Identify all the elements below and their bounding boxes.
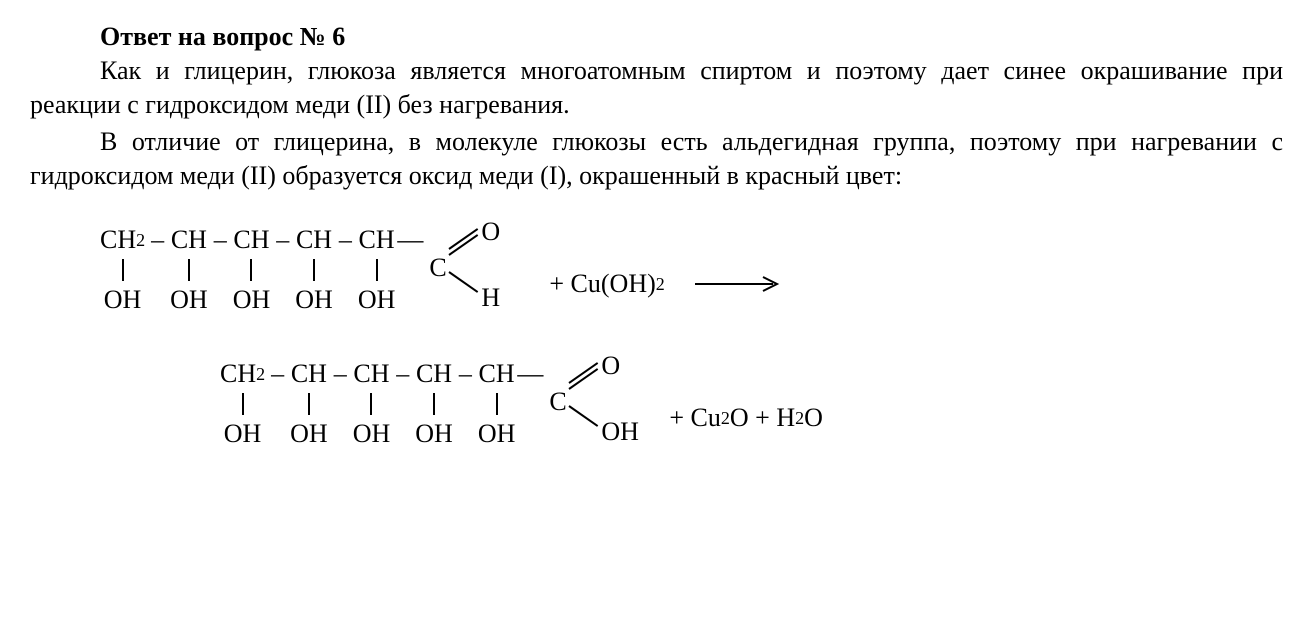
reagent-cuoh2: + Cu(OH)2 <box>549 267 664 301</box>
carbonyl-c: C <box>549 385 566 419</box>
bond-vertical <box>188 259 190 281</box>
carbon-label: CH2 <box>220 357 265 391</box>
double-bond-line <box>449 228 479 250</box>
bond-vertical <box>308 393 310 415</box>
gluconic-acid-chain: CH2 OH – CH OH – CH OH – CH OH – <box>220 357 629 451</box>
chain-unit: CH OH <box>415 357 453 451</box>
terminal-oh: OH <box>601 415 639 449</box>
carbon-label: CH <box>233 223 269 257</box>
chain-unit: CH OH <box>233 223 271 317</box>
oh-label: OH <box>295 283 333 317</box>
bond-dash: — <box>395 223 421 257</box>
reaction-scheme: CH2 OH – CH OH – CH OH – CH OH <box>100 223 1283 451</box>
bond-dash: – <box>270 223 295 257</box>
chain-unit: CH OH <box>353 357 391 451</box>
bond-dash: – <box>145 223 170 257</box>
chain-unit: CH OH <box>358 223 396 317</box>
paragraph-1: Как и глицерин, глюкоза является многоат… <box>30 54 1283 122</box>
bond-vertical <box>496 393 498 415</box>
byproducts: + Cu2O + H2O <box>669 401 823 435</box>
bond-vertical <box>250 259 252 281</box>
single-bond-line <box>449 271 479 293</box>
chain-unit: CH2 OH <box>100 223 145 317</box>
carboxyl-group: C O OH <box>549 357 629 447</box>
carbonyl-o: O <box>601 349 620 383</box>
single-bond-line <box>569 405 599 427</box>
chain-unit: CH OH <box>290 357 328 451</box>
carbon-label: CH <box>359 223 395 257</box>
chain-unit: CH2 OH <box>220 357 265 451</box>
carbon-label: CH2 <box>100 223 145 257</box>
oh-label: OH <box>233 283 271 317</box>
bond-dash: – <box>333 223 358 257</box>
bond-dash: – <box>328 357 353 391</box>
aldehyde-group: C O H <box>429 223 509 313</box>
bond-dash: – <box>208 223 233 257</box>
glucose-chain: CH2 OH – CH OH – CH OH – CH OH <box>100 223 509 317</box>
chain-unit: CH OH <box>170 223 208 317</box>
oh-label: OH <box>170 283 208 317</box>
double-bond-line <box>569 362 599 384</box>
bond-vertical <box>313 259 315 281</box>
oh-label: OH <box>224 417 262 451</box>
reaction-row-1: CH2 OH – CH OH – CH OH – CH OH <box>100 223 1283 317</box>
terminal-h: H <box>481 281 500 315</box>
chain-unit: CH OH <box>478 357 516 451</box>
carbonyl-o: O <box>481 215 500 249</box>
bond-vertical <box>433 393 435 415</box>
carbon-label: CH <box>296 223 332 257</box>
bond-dash: — <box>515 357 541 391</box>
bond-vertical <box>242 393 244 415</box>
bond-dash: – <box>265 357 290 391</box>
oh-label: OH <box>353 417 391 451</box>
carbon-label: CH <box>171 223 207 257</box>
carbon-label: CH <box>353 357 389 391</box>
chain-unit: CH OH <box>295 223 333 317</box>
carbon-label: CH <box>291 357 327 391</box>
carbon-label: CH <box>416 357 452 391</box>
paragraph-2: В отличие от глицерина, в молекуле глюко… <box>30 125 1283 193</box>
bond-dash: – <box>453 357 478 391</box>
bond-vertical <box>122 259 124 281</box>
bond-dash: – <box>390 357 415 391</box>
carbon-label: CH <box>479 357 515 391</box>
reaction-row-2: CH2 OH – CH OH – CH OH – CH OH – <box>220 357 1283 451</box>
bond-vertical <box>370 393 372 415</box>
oh-label: OH <box>478 417 516 451</box>
oh-label: OH <box>290 417 328 451</box>
answer-title: Ответ на вопрос № 6 <box>30 20 1283 54</box>
carbonyl-c: C <box>429 251 446 285</box>
oh-label: OH <box>104 283 142 317</box>
oh-label: OH <box>415 417 453 451</box>
oh-label: OH <box>358 283 396 317</box>
reaction-arrow-icon <box>695 267 785 301</box>
bond-vertical <box>376 259 378 281</box>
